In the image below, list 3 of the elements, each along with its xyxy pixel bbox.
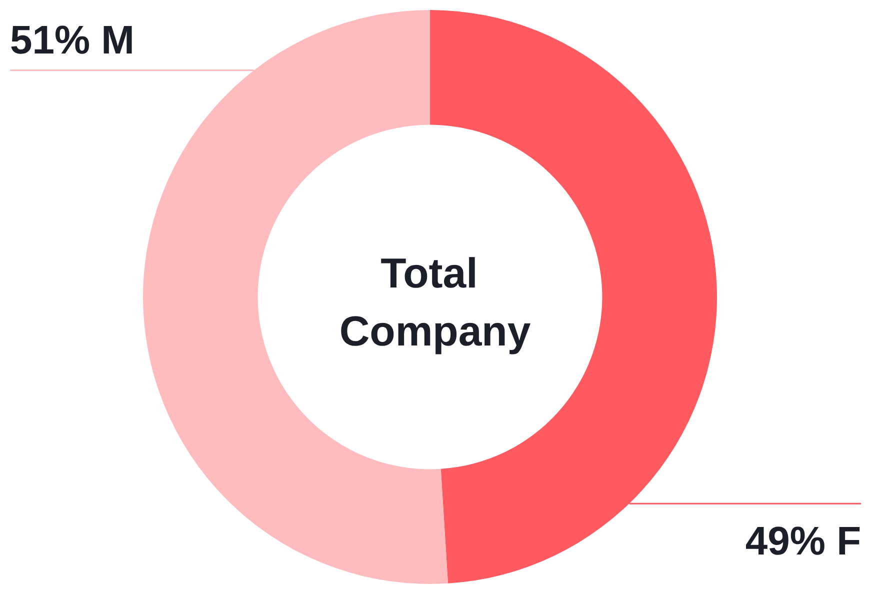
- text: Total Company: [339, 250, 532, 354]
- slice-label: 49% F: [745, 520, 861, 564]
- slice-label: 51% M: [10, 18, 134, 62]
